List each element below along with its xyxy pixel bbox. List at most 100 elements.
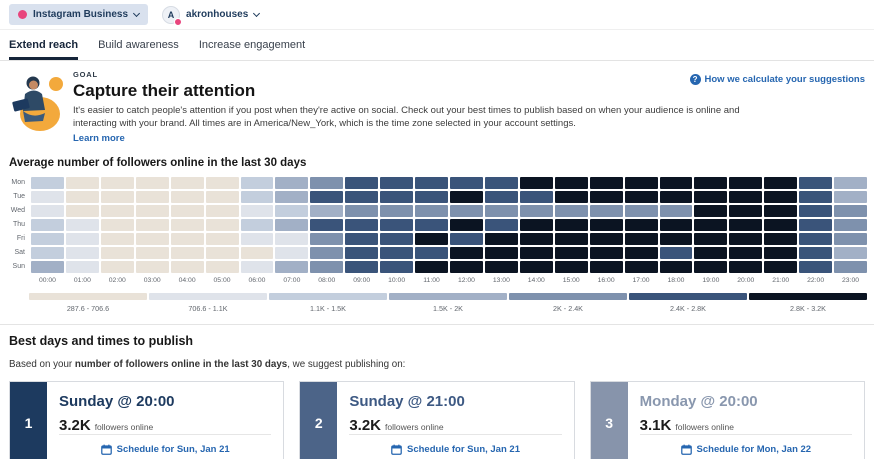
goal-title: Capture their attention bbox=[73, 81, 256, 100]
schedule-button-label: Schedule for Mon, Jan 22 bbox=[696, 443, 812, 455]
heat-cell bbox=[135, 246, 169, 259]
platform-selector[interactable]: Instagram Business bbox=[9, 4, 149, 25]
heat-cell bbox=[205, 190, 239, 203]
card-footer: Schedule for Sun, Jan 21 bbox=[59, 433, 272, 459]
account-name: akronhouses bbox=[186, 9, 249, 20]
time-label: 13:00 bbox=[492, 276, 510, 284]
heat-cell bbox=[834, 190, 867, 203]
heat-cell bbox=[380, 232, 414, 245]
heat-cell bbox=[345, 218, 379, 231]
heat-cell bbox=[275, 232, 309, 245]
card-footer: Schedule for Mon, Jan 22 bbox=[639, 433, 852, 459]
rank-badge: 2 bbox=[300, 381, 338, 459]
schedule-button[interactable]: Schedule for Sun, Jan 21 bbox=[100, 444, 230, 455]
heat-cell bbox=[450, 218, 483, 231]
heat-cell bbox=[554, 190, 588, 203]
legend-swatch bbox=[29, 292, 147, 300]
heat-cell bbox=[729, 246, 763, 259]
followers-count-row: 3.2K followers online bbox=[349, 417, 561, 434]
card-body: Monday @ 20:00 3.1K followers online Sch… bbox=[628, 382, 864, 459]
goal-description: It's easier to catch people's attention … bbox=[73, 104, 773, 145]
heat-cell bbox=[100, 176, 134, 189]
heat-cell bbox=[415, 246, 448, 259]
heat-cell bbox=[380, 260, 414, 273]
best-times-intro: Based on your number of followers online… bbox=[9, 359, 865, 370]
top-bar: Instagram Business A akronhouses bbox=[0, 0, 874, 30]
heat-cell bbox=[834, 176, 867, 189]
heat-cell bbox=[205, 218, 239, 231]
legend-segment: 2.4K - 2.8K bbox=[629, 292, 747, 313]
heat-cell bbox=[519, 260, 553, 273]
suggestion-card: 1 Sunday @ 20:00 3.2K followers online bbox=[9, 380, 285, 459]
tab-increase-engagement[interactable]: Increase engagement bbox=[198, 38, 306, 51]
card-body: Sunday @ 21:00 3.2K followers online Sch… bbox=[337, 382, 573, 459]
heat-cell bbox=[834, 218, 867, 231]
intro-bold: number of followers online in the last 3… bbox=[74, 358, 288, 370]
heat-cell bbox=[799, 176, 833, 189]
heat-cell bbox=[31, 190, 64, 203]
heat-cell bbox=[624, 232, 658, 245]
followers-count-row: 3.2K followers online bbox=[59, 417, 271, 434]
person-laptop-illustration bbox=[9, 70, 67, 145]
learn-more-link[interactable]: Learn more bbox=[73, 132, 125, 144]
heat-cell bbox=[345, 232, 379, 245]
heat-cell bbox=[554, 218, 588, 231]
instagram-business-icon bbox=[18, 10, 27, 19]
heatmap-time-axis: 00:00 01:00 02:00 03:00 04:00 05:00 06:00 07:00… bbox=[7, 277, 867, 284]
heat-cell bbox=[589, 260, 623, 273]
heat-cell bbox=[484, 218, 518, 231]
legend-swatch bbox=[149, 292, 267, 300]
heat-cell bbox=[240, 204, 274, 217]
suggestion-cards: 1 Sunday @ 20:00 3.2K followers online bbox=[9, 380, 865, 459]
heatmap-grid: Mon Tue Wed Thu Fri Sat Sun bbox=[7, 176, 867, 273]
suggestion-title: Sunday @ 20:00 bbox=[59, 392, 175, 410]
heat-cell bbox=[310, 190, 344, 203]
time-label: 18:00 bbox=[667, 276, 685, 284]
time-label: 04:00 bbox=[178, 276, 196, 284]
axis-spacer bbox=[7, 277, 29, 284]
legend-segment: 287.6 - 706.6 bbox=[29, 292, 147, 313]
time-label: 07:00 bbox=[283, 276, 301, 284]
time-label: 23:00 bbox=[842, 276, 860, 284]
heat-cell bbox=[380, 176, 414, 189]
best-times-section: Best days and times to publish Based on … bbox=[0, 325, 874, 459]
followers-count: 3.2K bbox=[59, 416, 91, 434]
heat-cell bbox=[659, 260, 693, 273]
heat-cell bbox=[484, 246, 518, 259]
heat-cell bbox=[275, 190, 309, 203]
legend-swatch bbox=[629, 292, 747, 300]
heat-cell bbox=[624, 204, 658, 217]
help-link[interactable]: How we calculate your suggestions bbox=[689, 74, 865, 85]
heat-cell bbox=[694, 246, 728, 259]
heat-cell bbox=[205, 176, 239, 189]
heat-cell bbox=[205, 246, 239, 259]
heat-cell bbox=[65, 246, 99, 259]
followers-count-suffix: followers online bbox=[675, 421, 734, 432]
heatmap-title: Average number of followers online in th… bbox=[9, 156, 307, 169]
day-label: Fri bbox=[16, 234, 25, 242]
heat-cell bbox=[519, 218, 553, 231]
heat-cell bbox=[275, 176, 309, 189]
heat-cell bbox=[275, 204, 309, 217]
tab-build-awareness[interactable]: Build awareness bbox=[98, 38, 179, 51]
legend-segment: 2.8K - 3.2K bbox=[749, 292, 867, 313]
heat-cell bbox=[624, 260, 658, 273]
legend-label: 1.1K - 1.5K bbox=[310, 303, 346, 313]
tab-extend-reach[interactable]: Extend reach bbox=[9, 30, 79, 60]
heat-cell bbox=[484, 232, 518, 245]
schedule-button[interactable]: Schedule for Mon, Jan 22 bbox=[680, 443, 812, 455]
calendar-icon bbox=[391, 444, 402, 455]
calendar-icon bbox=[100, 444, 112, 455]
schedule-button[interactable]: Schedule for Sun, Jan 21 bbox=[391, 444, 520, 455]
instagram-badge-icon bbox=[174, 17, 183, 26]
heat-cell bbox=[65, 232, 99, 245]
heat-cell bbox=[135, 176, 169, 189]
account-selector[interactable]: A akronhouses bbox=[162, 5, 261, 26]
legend-label: 2.4K - 2.8K bbox=[670, 303, 706, 313]
heat-cell bbox=[65, 260, 99, 273]
heat-cell bbox=[240, 232, 274, 245]
heat-cell bbox=[415, 176, 448, 189]
heat-cell bbox=[415, 260, 448, 273]
rank-badge: 3 bbox=[590, 381, 628, 459]
card-footer: Schedule for Sun, Jan 21 bbox=[349, 433, 562, 459]
